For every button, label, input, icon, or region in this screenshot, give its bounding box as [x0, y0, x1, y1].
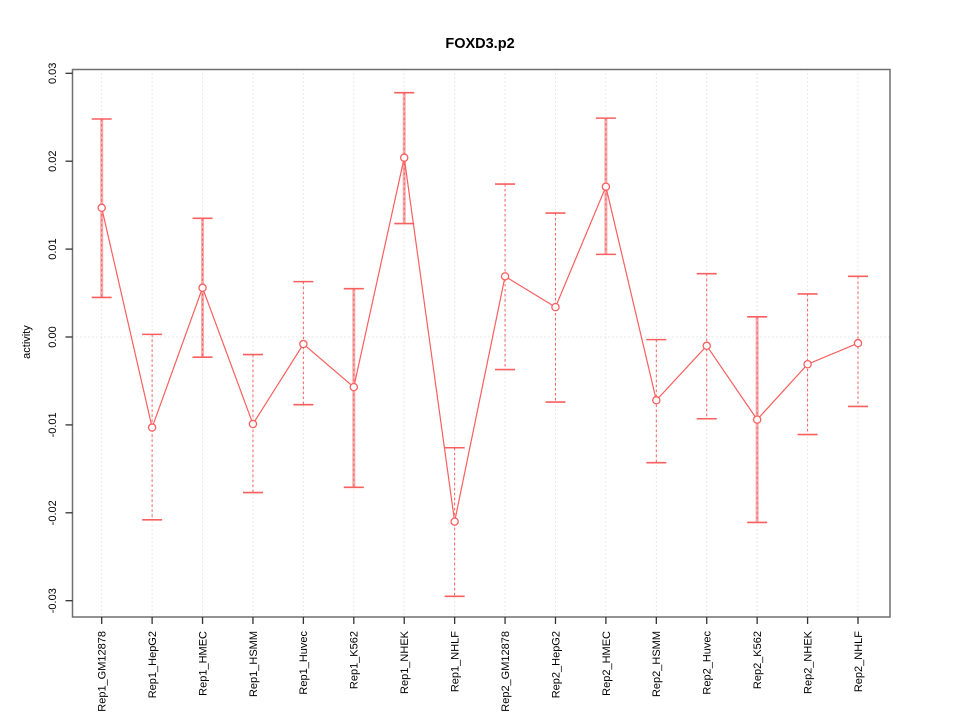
x-tick-label: Rep1_HSMM [248, 631, 260, 697]
x-tick-label: Rep2_NHLF [853, 631, 865, 692]
data-point-marker [198, 283, 207, 293]
data-point-marker [551, 302, 560, 312]
y-tick-label: -0.03 [47, 588, 59, 613]
data-point-marker [652, 396, 661, 405]
x-tick-label: Rep2_Huvec [702, 631, 714, 695]
x-tick-label: Rep1_GM12878 [97, 631, 109, 712]
x-tick-label: Rep1_HMEC [197, 631, 209, 696]
data-point-marker [399, 153, 409, 162]
chart-title: FOXD3.p2 [445, 36, 515, 52]
data-point-marker [299, 339, 308, 349]
x-tick-label: Rep1_HepG2 [147, 631, 159, 698]
y-tick-label: 0.00 [47, 326, 59, 347]
data-point-marker [601, 182, 611, 191]
data-point-marker [803, 359, 812, 369]
y-axis-title: activity [21, 325, 33, 359]
x-tick-label: Rep1_NHEK [399, 630, 411, 694]
x-tick-label: Rep1_Huvec [298, 631, 310, 695]
x-tick-label: Rep2_K562 [752, 631, 764, 689]
x-tick-label: Rep2_NHEK [802, 630, 814, 694]
x-tick-label: Rep2_HMEC [601, 631, 613, 696]
data-point-marker [853, 338, 863, 348]
x-tick-label: Rep1_NHLF [449, 631, 461, 692]
x-tick-label: Rep2_HSMM [651, 631, 663, 697]
x-tick-label: Rep2_GM12878 [500, 631, 512, 712]
data-point-marker [702, 341, 711, 351]
y-tick-label: -0.02 [47, 500, 59, 525]
y-tick-label: 0.01 [47, 238, 59, 259]
data-point-marker [147, 423, 157, 432]
y-tick-label: -0.01 [47, 412, 59, 437]
data-point-marker [97, 203, 106, 213]
data-point-marker [450, 517, 459, 526]
x-tick-label: Rep1_K562 [349, 631, 361, 689]
data-point-marker [248, 419, 258, 429]
data-point-marker [500, 272, 510, 281]
y-tick-label: 0.02 [47, 150, 59, 171]
data-point-marker [752, 415, 762, 424]
data-point-marker [349, 382, 359, 392]
series-line [101, 157, 859, 522]
plot-box [71, 68, 891, 618]
x-tick-label: Rep2_HepG2 [550, 631, 562, 698]
y-tick-label: 0.03 [47, 63, 59, 84]
